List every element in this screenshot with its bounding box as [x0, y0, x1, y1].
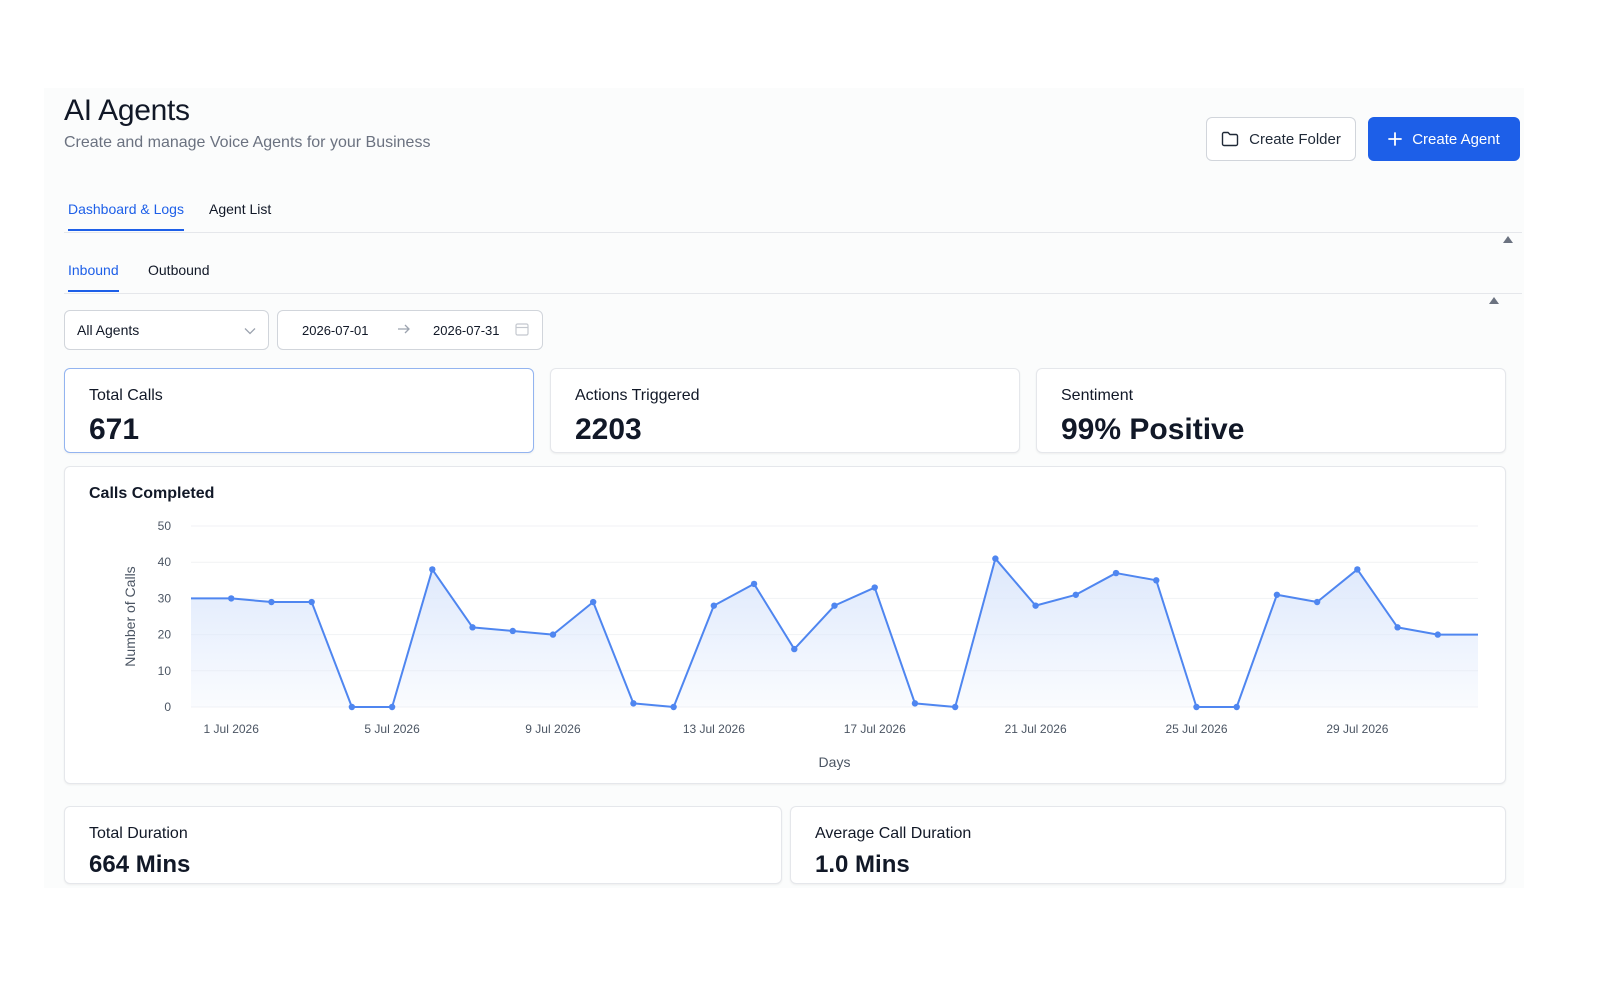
data-point	[469, 624, 476, 631]
total-duration-card: Total Duration 664 Mins	[64, 806, 782, 884]
agent-select-value: All Agents	[77, 322, 140, 338]
agent-select[interactable]: All Agents	[64, 310, 269, 350]
data-point	[509, 627, 516, 635]
sentiment-card[interactable]: Sentiment 99% Positive	[1036, 368, 1506, 453]
date-start[interactable]: 2026-07-01	[302, 323, 369, 338]
data-point	[308, 598, 315, 606]
x-tick-label: 5 Jul 2026	[364, 722, 420, 736]
main-tabs: Dashboard & Logs Agent List	[64, 195, 1522, 233]
actions-triggered-card[interactable]: Actions Triggered 2203	[550, 368, 1020, 453]
average-call-duration-card: Average Call Duration 1.0 Mins	[790, 806, 1506, 884]
x-tick-label: 13 Jul 2026	[683, 722, 745, 736]
data-point	[1313, 598, 1321, 606]
y-tick-label: 40	[158, 555, 172, 569]
average-call-duration-label: Average Call Duration	[815, 825, 972, 842]
page-subtitle: Create and manage Voice Agents for your …	[64, 134, 431, 151]
data-point	[750, 580, 758, 588]
data-point	[630, 700, 637, 707]
data-point	[1072, 591, 1080, 598]
y-axis-title: Number of Calls	[122, 566, 138, 666]
sub-tabs: Inbound Outbound	[64, 256, 1522, 294]
data-point	[1112, 569, 1120, 577]
data-point	[549, 631, 557, 638]
data-point	[1354, 566, 1361, 573]
total-calls-card[interactable]: Total Calls 671	[64, 368, 534, 453]
plus-icon	[1388, 132, 1403, 146]
folder-icon	[1221, 131, 1239, 147]
chevron-down-icon	[244, 322, 256, 338]
data-point	[1273, 591, 1281, 598]
data-point	[1153, 577, 1160, 584]
create-agent-label: Create Agent	[1412, 130, 1500, 148]
data-point	[1394, 624, 1401, 631]
collapse-caret-icon[interactable]	[1489, 297, 1499, 304]
x-tick-label: 25 Jul 2026	[1165, 722, 1227, 736]
data-point	[589, 598, 597, 606]
data-point	[228, 595, 235, 602]
data-point	[992, 555, 999, 562]
y-tick-label: 10	[158, 664, 172, 678]
actions-triggered-value: 2203	[575, 413, 642, 446]
create-folder-label: Create Folder	[1249, 130, 1341, 148]
page-title: AI Agents	[64, 94, 190, 127]
total-calls-label: Total Calls	[89, 387, 163, 404]
data-point	[1233, 703, 1240, 711]
y-tick-label: 30	[158, 591, 172, 605]
series-area	[191, 558, 1478, 707]
actions-triggered-label: Actions Triggered	[575, 387, 700, 404]
create-folder-button[interactable]: Create Folder	[1206, 117, 1356, 161]
total-duration-value: 664 Mins	[89, 851, 191, 878]
x-tick-label: 17 Jul 2026	[844, 722, 906, 736]
data-point	[348, 703, 356, 711]
x-tick-label: 1 Jul 2026	[204, 722, 260, 736]
tab-inbound[interactable]: Inbound	[68, 262, 119, 292]
arrow-right-icon	[396, 321, 412, 340]
data-point	[388, 703, 396, 711]
data-point	[951, 703, 959, 711]
chart-title: Calls Completed	[89, 485, 215, 502]
tab-outbound[interactable]: Outbound	[148, 262, 210, 278]
data-point	[911, 700, 919, 707]
total-calls-value: 671	[89, 413, 140, 446]
data-point	[268, 598, 275, 606]
sentiment-value: 99% Positive	[1061, 413, 1245, 446]
data-point	[429, 566, 436, 573]
calls-completed-chart: 0 10 20 30 40 50 1 Jul 2026 5 Jul 2026 9 Jul 202…	[122, 519, 1478, 770]
y-tick-label: 50	[158, 519, 172, 533]
average-call-duration-value: 1.0 Mins	[815, 851, 910, 878]
data-point	[791, 645, 798, 653]
data-point	[1193, 703, 1200, 711]
collapse-caret-icon[interactable]	[1503, 236, 1513, 243]
create-agent-button[interactable]: Create Agent	[1368, 117, 1520, 161]
calls-completed-chart-card: Calls Completed 0 10 20 30 40 50 1 Jul 2026 5 J…	[64, 466, 1506, 784]
calendar-icon[interactable]	[515, 322, 529, 339]
tab-dashboard-logs[interactable]: Dashboard & Logs	[68, 201, 184, 231]
x-tick-label: 21 Jul 2026	[1005, 722, 1067, 736]
data-point	[670, 703, 677, 711]
x-tick-label: 29 Jul 2026	[1326, 722, 1388, 736]
total-duration-label: Total Duration	[89, 825, 188, 842]
x-tick-label: 9 Jul 2026	[525, 722, 581, 736]
data-point	[831, 602, 838, 609]
tab-agent-list[interactable]: Agent List	[209, 201, 272, 217]
sentiment-label: Sentiment	[1061, 387, 1134, 404]
data-point	[1434, 631, 1441, 638]
y-tick-label: 0	[164, 700, 171, 714]
data-point	[1032, 602, 1039, 609]
date-range-picker[interactable]: 2026-07-01 2026-07-31	[277, 310, 543, 350]
data-point	[710, 602, 718, 609]
data-point	[871, 584, 878, 591]
x-axis-title: Days	[819, 754, 851, 770]
date-end[interactable]: 2026-07-31	[433, 323, 500, 338]
y-tick-label: 20	[158, 628, 172, 642]
